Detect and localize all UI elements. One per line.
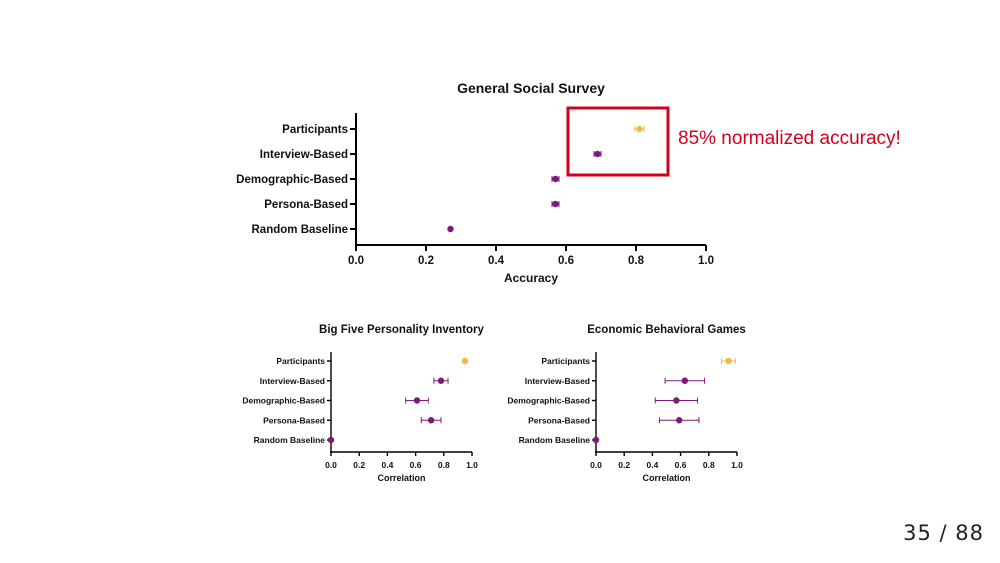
chart1-data-point — [636, 125, 643, 133]
chart1-title: General Social Survey — [457, 80, 605, 96]
chart1-category-label: Participants — [282, 124, 348, 136]
chart3-category-label: Persona-Based — [528, 415, 590, 425]
chart3-x-tick-label: 0.0 — [590, 460, 602, 470]
chart3-x-tick-label: 0.8 — [703, 460, 715, 470]
chart2-x-tick-label: 1.0 — [466, 460, 478, 470]
page-separator: / — [939, 521, 948, 545]
chart2-category-label: Persona-Based — [263, 415, 325, 425]
chart3-x-tick-label: 0.2 — [618, 460, 630, 470]
page-current: 35 — [903, 521, 932, 545]
chart1-x-tick-label: 0.8 — [628, 255, 645, 267]
chart1-category-label: Demographic-Based — [236, 174, 348, 186]
chart2-x-tick-label: 0.0 — [325, 460, 337, 470]
chart1-x-tick-label: 0.2 — [418, 255, 434, 267]
chart3-category-label: Demographic-Based — [507, 396, 590, 406]
chart1-data-point — [447, 225, 454, 233]
chart3-x-axis-label: Correlation — [642, 473, 690, 483]
chart1-category-label: Persona-Based — [264, 199, 348, 211]
chart1-x-axis-label: Accuracy — [504, 271, 558, 285]
chart3-data-point — [592, 436, 600, 444]
chart1-category-label: Interview-Based — [260, 149, 348, 161]
chart2-data-point — [461, 357, 469, 365]
chart2-category-label: Demographic-Based — [242, 396, 325, 406]
chart3-data-point — [675, 417, 683, 424]
chart2-data-point — [427, 417, 435, 424]
chart1-x-tick-label: 1.0 — [698, 255, 714, 267]
page-indicator: 35 / 88 — [903, 521, 984, 545]
chart2-title: Big Five Personality Inventory — [319, 324, 484, 336]
chart2-x-tick-label: 0.2 — [353, 460, 365, 470]
chart3-category-label: Random Baseline — [519, 435, 591, 445]
chart3-x-tick-label: 0.4 — [646, 460, 658, 470]
chart1-data-point — [552, 175, 559, 183]
chart2-data-point — [413, 397, 421, 404]
chart2-x-axis-label: Correlation — [377, 473, 425, 483]
chart2-category-label: Interview-Based — [260, 376, 325, 386]
chart1-data-point — [552, 200, 559, 208]
page-total: 88 — [955, 521, 984, 545]
chart1-x-tick-label: 0.6 — [558, 255, 574, 267]
chart1-x-tick-label: 0.0 — [348, 255, 364, 267]
chart3-title: Economic Behavioral Games — [587, 324, 746, 336]
chart2-x-tick-label: 0.8 — [438, 460, 450, 470]
chart3-x-tick-label: 0.6 — [675, 460, 687, 470]
chart3-category-label: Participants — [541, 356, 590, 366]
chart2-data-point — [327, 436, 335, 444]
chart3-category-label: Interview-Based — [525, 376, 590, 386]
chart2-data-point — [437, 377, 445, 384]
chart3-data-point — [725, 357, 732, 365]
callout-text: 85% normalized accuracy! — [678, 128, 901, 149]
chart2-x-tick-label: 0.4 — [381, 460, 393, 470]
chart1-highlight-box — [566, 106, 670, 177]
chart1-data-point — [594, 150, 601, 158]
chart3-data-point — [681, 377, 689, 384]
chart2-category-label: Participants — [276, 356, 325, 366]
chart1-x-tick-label: 0.4 — [488, 255, 505, 267]
chart1-category-label: Random Baseline — [252, 224, 349, 236]
chart3-x-tick-label: 1.0 — [731, 460, 743, 470]
chart3-data-point — [673, 397, 680, 404]
chart2-category-label: Random Baseline — [254, 435, 326, 445]
chart2-x-tick-label: 0.6 — [410, 460, 422, 470]
